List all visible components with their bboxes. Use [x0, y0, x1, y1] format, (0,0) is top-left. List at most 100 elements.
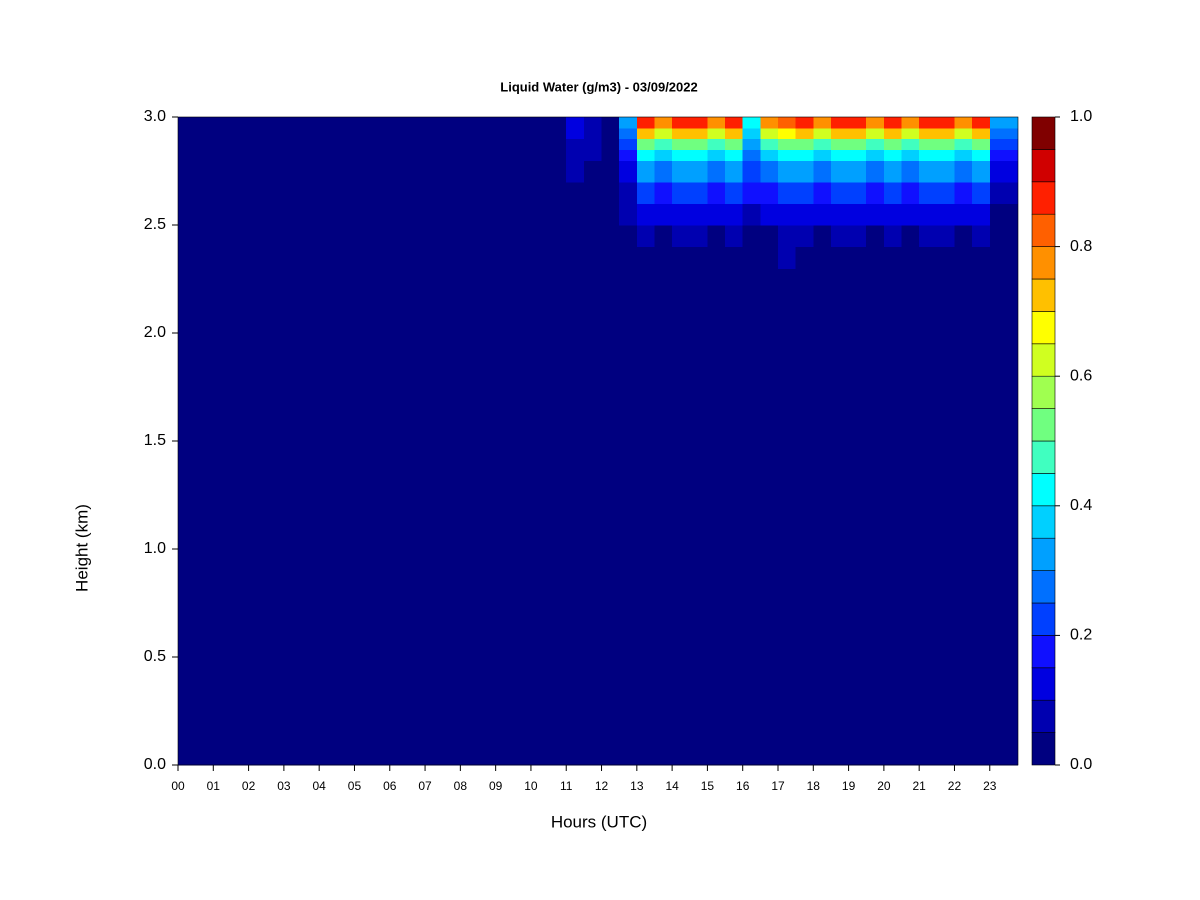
cell [778, 246, 797, 269]
cell [795, 117, 814, 129]
y-tick-label: 1.5 [144, 432, 166, 449]
cell [513, 127, 532, 140]
cell [230, 268, 250, 766]
cell [178, 203, 197, 226]
cell [778, 160, 797, 183]
cell [813, 181, 832, 204]
cell [389, 268, 409, 766]
cell [919, 149, 938, 161]
cell [601, 138, 620, 150]
cell [195, 203, 214, 226]
cell [548, 160, 567, 183]
cell [460, 181, 479, 204]
cell [566, 225, 585, 248]
cell [425, 127, 444, 140]
cell [830, 246, 850, 269]
cell [283, 181, 303, 204]
cell [372, 225, 391, 248]
cell [319, 160, 338, 183]
cell [654, 225, 673, 248]
cell [795, 160, 814, 183]
cell [760, 160, 779, 183]
cell [672, 268, 691, 766]
cell [266, 127, 285, 140]
cell [866, 138, 885, 150]
cell [672, 149, 691, 161]
colorbar-bin [1031, 311, 1056, 345]
cell [795, 203, 814, 226]
cell [689, 160, 709, 183]
cell [742, 149, 761, 161]
cell [460, 138, 479, 150]
cell [513, 225, 532, 248]
cell [266, 138, 285, 150]
cell [654, 117, 673, 129]
cell [795, 225, 814, 248]
cell [548, 246, 567, 269]
cell [530, 160, 550, 183]
cell [513, 117, 532, 129]
cell [830, 203, 850, 226]
cell [230, 246, 250, 269]
cell [372, 268, 391, 766]
cell [195, 138, 214, 150]
cell [778, 268, 797, 766]
cell [936, 225, 956, 248]
cell [725, 117, 744, 129]
cell [972, 117, 991, 129]
cell [478, 268, 497, 766]
cell [795, 138, 814, 150]
cell [689, 268, 709, 766]
x-tick-label: 23 [983, 779, 997, 793]
cell [654, 160, 673, 183]
cell [636, 127, 656, 140]
cell [848, 246, 867, 269]
colorbar-tick-label: 0.8 [1070, 238, 1092, 255]
cell [989, 203, 1009, 226]
cell [230, 117, 250, 129]
cell [548, 117, 567, 129]
cell [919, 203, 938, 226]
colorbar-bin [1031, 116, 1056, 150]
cell [636, 149, 656, 161]
cell [901, 117, 920, 129]
cell [442, 181, 461, 204]
cell [460, 160, 479, 183]
cell [583, 160, 603, 183]
x-tick-label: 05 [348, 779, 362, 793]
cell [425, 138, 444, 150]
cell [813, 138, 832, 150]
cell [283, 246, 303, 269]
cell [566, 149, 585, 161]
colorbar-bin [1031, 699, 1056, 733]
cell [319, 203, 338, 226]
x-tick-label: 10 [524, 779, 538, 793]
cell [760, 181, 779, 204]
cell [707, 149, 726, 161]
cell [442, 246, 461, 269]
cell [336, 181, 356, 204]
cell [266, 225, 285, 248]
cell [266, 160, 285, 183]
colorbar-tick-label: 0.4 [1070, 497, 1092, 514]
cell [548, 138, 567, 150]
cell [866, 149, 885, 161]
colorbar-bin [1031, 635, 1056, 669]
cell [478, 117, 497, 129]
cell [478, 203, 497, 226]
cell [425, 160, 444, 183]
cell [778, 203, 797, 226]
cell [478, 138, 497, 150]
colorbar-bin [1031, 213, 1056, 247]
cell [495, 181, 514, 204]
cell [460, 117, 479, 129]
cell [178, 138, 197, 150]
cell [954, 181, 973, 204]
cell [213, 246, 232, 269]
colorbar-bin [1031, 570, 1056, 604]
cell [319, 268, 338, 766]
cell [760, 203, 779, 226]
cell [989, 268, 1009, 766]
colorbar-tick-label: 0.2 [1070, 627, 1092, 644]
cell [407, 268, 426, 766]
